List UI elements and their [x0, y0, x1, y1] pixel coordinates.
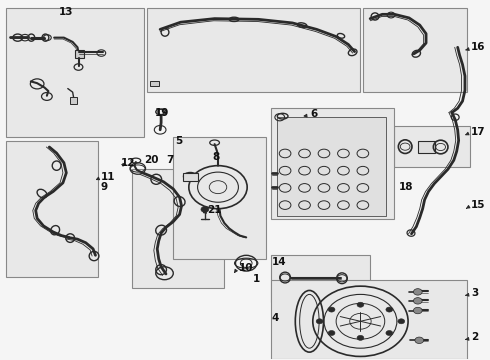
Text: 4: 4	[272, 313, 279, 323]
Text: 14: 14	[272, 257, 287, 267]
Text: 19: 19	[155, 108, 170, 118]
Circle shape	[415, 337, 424, 343]
Text: 18: 18	[398, 182, 413, 192]
Text: 1: 1	[252, 274, 260, 284]
Bar	[394, 126, 470, 167]
Bar	[150, 81, 159, 86]
Text: 6: 6	[311, 109, 318, 119]
Circle shape	[316, 319, 323, 324]
Text: 3: 3	[471, 288, 479, 298]
Bar	[132, 169, 224, 288]
Bar	[70, 97, 77, 104]
Text: 7: 7	[166, 155, 173, 165]
Bar	[418, 140, 435, 153]
Text: 20: 20	[144, 155, 159, 165]
Circle shape	[201, 207, 209, 212]
Bar	[270, 108, 394, 220]
Bar	[183, 173, 197, 181]
Text: 12: 12	[121, 158, 136, 168]
Circle shape	[328, 307, 335, 312]
Bar	[173, 137, 266, 259]
Bar	[270, 255, 370, 302]
Text: 2: 2	[471, 332, 479, 342]
Text: 17: 17	[471, 127, 486, 136]
Text: 9: 9	[100, 182, 107, 192]
Bar	[270, 280, 467, 359]
Text: 10: 10	[239, 263, 253, 273]
Bar	[5, 140, 98, 277]
Circle shape	[414, 298, 422, 304]
Text: 8: 8	[212, 152, 220, 162]
Circle shape	[328, 330, 335, 336]
Circle shape	[357, 302, 364, 307]
Text: 5: 5	[175, 136, 182, 145]
Text: 13: 13	[59, 7, 74, 17]
Circle shape	[386, 330, 392, 336]
Circle shape	[386, 307, 392, 312]
Circle shape	[357, 336, 364, 340]
Text: 11: 11	[100, 172, 115, 182]
Text: 21: 21	[207, 206, 222, 216]
Bar	[147, 8, 361, 92]
Bar	[75, 50, 84, 58]
Text: 16: 16	[471, 42, 486, 52]
Circle shape	[414, 307, 422, 314]
Text: 15: 15	[471, 200, 486, 210]
Bar	[363, 8, 467, 92]
Circle shape	[398, 319, 405, 324]
Bar	[277, 117, 386, 216]
Circle shape	[414, 289, 422, 295]
Bar	[5, 8, 144, 137]
